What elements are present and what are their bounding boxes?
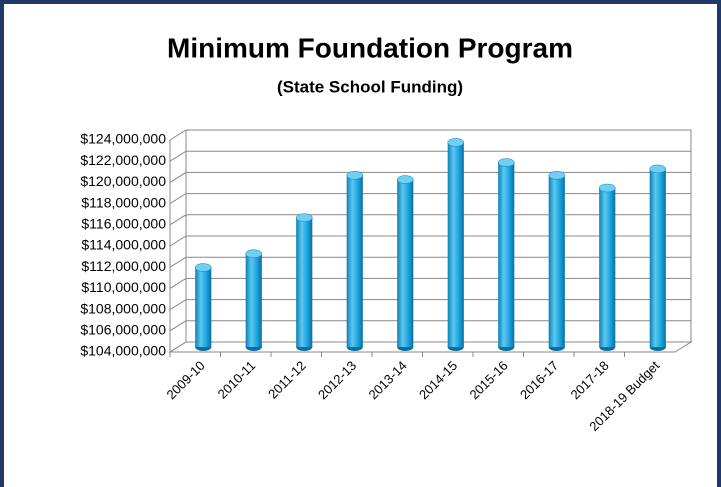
- bar-group: [497, 158, 515, 351]
- chart-title: Minimum Foundation Program: [167, 32, 573, 63]
- bar-group: [598, 183, 616, 351]
- y-tick-label: $104,000,000: [80, 343, 166, 359]
- bar-top: [497, 158, 515, 167]
- bar-group: [447, 138, 465, 351]
- bar: [245, 253, 262, 347]
- y-tick-label: $110,000,000: [81, 279, 166, 295]
- grid-line: [169, 299, 691, 311]
- y-tick-label: $112,000,000: [81, 258, 166, 274]
- y-tick-label: $114,000,000: [81, 237, 166, 253]
- chart-subtitle: (State School Funding): [277, 77, 463, 96]
- bar-top: [548, 171, 566, 180]
- bar: [296, 217, 313, 347]
- bar-group: [548, 171, 566, 351]
- bar-top: [295, 213, 313, 222]
- bar: [599, 188, 616, 347]
- bar-group: [295, 213, 313, 351]
- bar: [397, 179, 414, 347]
- grid-line: [169, 341, 691, 353]
- bar-group: [396, 175, 414, 351]
- grid-line: [169, 214, 691, 226]
- bar-top: [346, 171, 364, 180]
- bar: [447, 142, 464, 347]
- grid-line: [169, 277, 691, 289]
- bar-group: [346, 171, 364, 351]
- y-tick-label: $120,000,000: [80, 173, 166, 189]
- bar: [346, 175, 363, 347]
- y-tick-label: $108,000,000: [80, 300, 166, 316]
- grid-line: [169, 193, 691, 205]
- y-tick-label: $106,000,000: [80, 322, 166, 338]
- bar: [195, 267, 212, 347]
- grid-line: [169, 235, 691, 247]
- bar-top: [649, 164, 667, 174]
- bar-top: [396, 175, 414, 184]
- bar-group: [194, 263, 212, 351]
- bar-group: [649, 164, 667, 351]
- grid-line: [169, 129, 691, 141]
- bar-group: [245, 249, 263, 351]
- bar-top: [447, 138, 465, 147]
- y-tick-label: $124,000,000: [80, 131, 166, 147]
- grid-line: [169, 256, 691, 268]
- bar-top: [194, 263, 212, 272]
- bar-top: [245, 249, 263, 258]
- bar: [498, 162, 515, 347]
- y-tick-label: $118,000,000: [81, 194, 166, 210]
- grid-line: [169, 150, 691, 162]
- y-tick-label: $122,000,000: [80, 152, 166, 168]
- bar-top: [598, 183, 616, 193]
- bar: [548, 175, 565, 347]
- bar: [649, 168, 666, 347]
- y-tick-label: $116,000,000: [81, 216, 166, 232]
- grid-line: [169, 320, 691, 332]
- grid-line: [169, 171, 691, 183]
